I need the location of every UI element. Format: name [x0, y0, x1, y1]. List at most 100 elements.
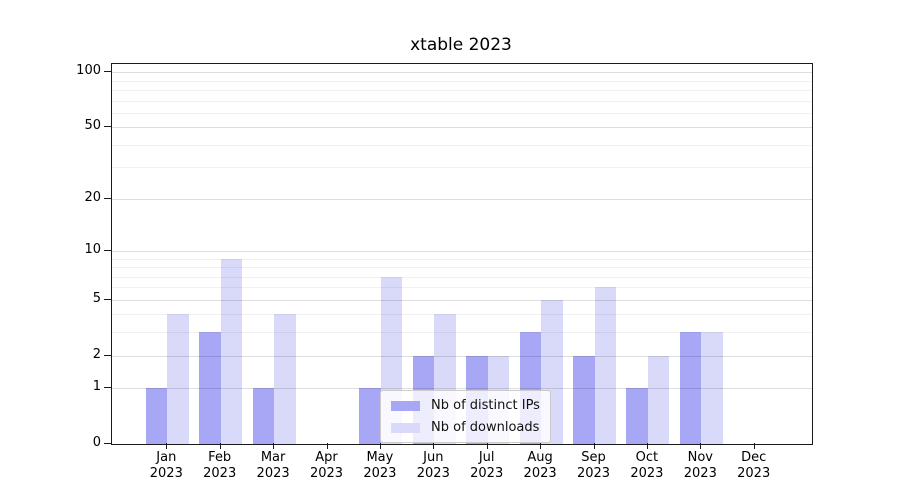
x-tick-mark	[646, 443, 648, 449]
x-tick-label: Jul 2023	[455, 450, 519, 482]
x-tick-month: Aug	[527, 450, 553, 465]
bar-mar-downloads	[274, 314, 296, 444]
x-tick-year: 2023	[203, 466, 237, 481]
bar-oct-downloads	[647, 355, 670, 444]
gridline-major	[112, 299, 812, 301]
x-tick-month: Jul	[478, 450, 495, 465]
legend: Nb of distinct IPs Nb of downloads	[380, 390, 551, 443]
y-tick-label: 100	[76, 63, 101, 79]
y-tick-mark	[104, 354, 111, 356]
x-tick-label: Aug 2023	[508, 450, 572, 482]
gridline-major	[112, 250, 812, 252]
x-tick-mark	[273, 443, 275, 449]
x-tick-year: 2023	[309, 466, 344, 481]
y-tick-mark	[104, 71, 111, 73]
bar-nov-downloads	[701, 332, 723, 444]
x-tick-year: 2023	[737, 466, 771, 481]
x-tick-year: 2023	[630, 466, 664, 481]
x-tick-year: 2023	[416, 466, 450, 481]
x-tick-month: Oct	[635, 450, 659, 465]
bar-oct-ips	[626, 388, 648, 444]
gridline-minor	[112, 267, 812, 268]
x-tick-label: Apr 2023	[295, 450, 359, 482]
y-tick-label: 0	[92, 435, 101, 450]
gridline-minor	[112, 314, 812, 316]
x-tick-label: Mar 2023	[241, 450, 305, 482]
bar-jan-ips	[145, 388, 168, 444]
x-tick-label: May 2023	[348, 450, 412, 482]
gridline-major	[112, 127, 812, 129]
bar-jan-downloads	[167, 314, 189, 444]
bar-may-ips	[359, 388, 381, 444]
x-tick-mark	[166, 443, 168, 449]
y-tick-mark	[104, 249, 111, 251]
gridline-major	[112, 355, 812, 357]
legend-item-distinct-ips: Nb of distinct IPs	[391, 398, 540, 413]
y-tick-label: 20	[84, 189, 101, 205]
x-tick-label: Jan 2023	[134, 450, 198, 482]
x-tick-label: Oct 2023	[615, 450, 679, 482]
x-tick-month: Jun	[423, 450, 444, 465]
legend-item-downloads: Nb of downloads	[391, 420, 540, 435]
y-tick-label: 10	[84, 241, 101, 257]
y-tick-label: 5	[92, 290, 101, 306]
y-tick-label: 2	[92, 346, 101, 362]
x-tick-label: Nov 2023	[668, 450, 732, 482]
bar-sep-ips	[573, 355, 595, 444]
x-tick-month: Sep	[581, 450, 606, 465]
y-tick-mark	[104, 298, 111, 300]
gridline-minor	[112, 144, 812, 146]
x-tick-year: 2023	[683, 466, 717, 481]
legend-swatch-distinct-ips	[391, 400, 420, 411]
x-tick-mark	[753, 443, 755, 449]
x-tick-month: Nov	[687, 450, 713, 465]
gridline-minor	[112, 112, 812, 114]
x-tick-year: 2023	[523, 466, 557, 481]
gridline-minor	[112, 332, 812, 334]
gridline-minor	[112, 90, 812, 91]
chart-title: xtable 2023	[410, 35, 512, 55]
bar-sep-downloads	[594, 287, 616, 444]
grid-layer	[112, 64, 812, 444]
x-tick-mark	[433, 443, 435, 449]
legend-label-distinct-ips: Nb of distinct IPs	[431, 398, 540, 413]
gridline-minor	[112, 287, 812, 289]
bar-nov-ips	[679, 332, 702, 444]
x-tick-mark	[486, 443, 488, 449]
y-tick-label: 50	[84, 118, 101, 134]
gridline-minor	[112, 100, 812, 102]
x-tick-mark	[593, 443, 595, 449]
bar-mar-ips	[252, 388, 275, 444]
x-tick-mark	[700, 443, 702, 449]
gridline-minor	[112, 258, 812, 260]
bar-feb-ips	[199, 332, 221, 444]
bar-feb-downloads	[220, 258, 243, 444]
legend-label-downloads: Nb of downloads	[431, 420, 540, 435]
y-tick-mark	[104, 443, 111, 444]
gridline-minor	[112, 80, 812, 82]
x-tick-month: Mar	[260, 450, 286, 465]
x-tick-year: 2023	[149, 466, 183, 481]
x-tick-mark	[540, 443, 542, 449]
plot-area	[111, 63, 813, 445]
x-tick-mark	[326, 443, 328, 449]
x-tick-month: May	[366, 450, 394, 465]
x-tick-year: 2023	[363, 466, 397, 481]
gridline-minor	[112, 276, 812, 278]
y-tick-mark	[104, 126, 111, 128]
x-tick-label: Dec 2023	[722, 450, 786, 482]
x-tick-year: 2023	[470, 466, 504, 481]
gridline-major	[112, 198, 812, 200]
y-tick-mark	[104, 197, 111, 199]
gridline-major	[112, 388, 812, 390]
x-tick-label: Sep 2023	[562, 450, 626, 482]
gridline-major	[112, 72, 812, 74]
x-tick-label: Feb 2023	[188, 450, 252, 482]
x-tick-month: Dec	[741, 450, 767, 465]
x-tick-year: 2023	[256, 466, 290, 481]
x-tick-month: Feb	[208, 450, 232, 465]
x-tick-label: Jun 2023	[401, 450, 465, 482]
x-tick-mark	[379, 443, 381, 449]
x-tick-mark	[219, 443, 221, 449]
